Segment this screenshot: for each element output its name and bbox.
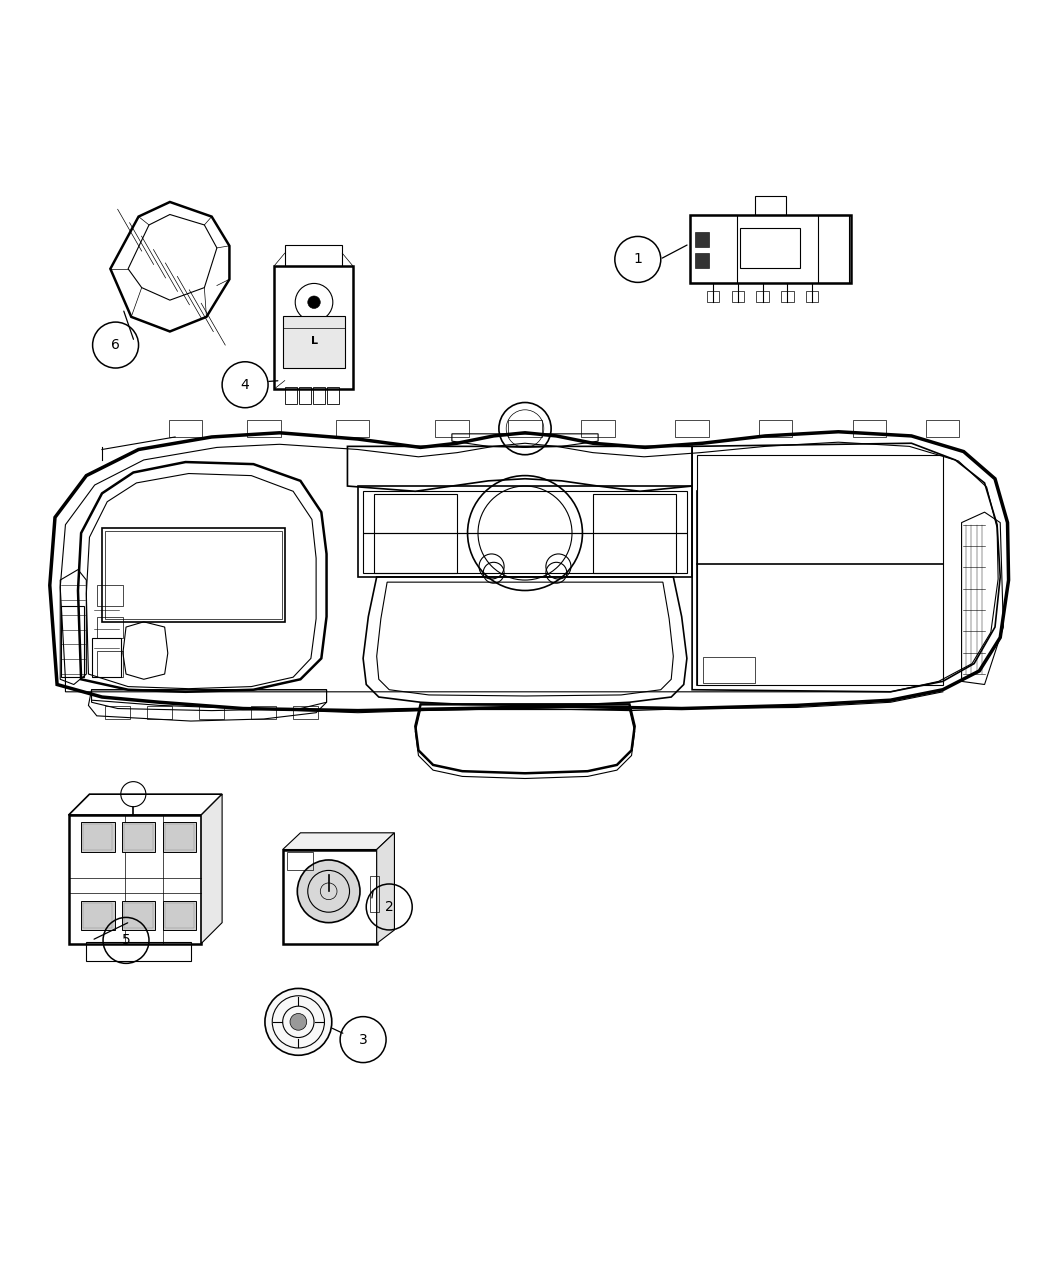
Bar bbox=[285, 386, 297, 404]
Bar bbox=[122, 822, 155, 852]
Bar bbox=[282, 849, 377, 944]
Bar bbox=[251, 706, 276, 719]
Bar bbox=[122, 900, 155, 929]
Bar bbox=[697, 455, 943, 685]
Bar bbox=[274, 265, 353, 389]
Bar bbox=[732, 291, 744, 302]
Bar bbox=[247, 421, 280, 437]
Text: L: L bbox=[311, 335, 317, 346]
Bar bbox=[165, 825, 194, 849]
Bar bbox=[739, 228, 800, 268]
Bar bbox=[83, 903, 112, 928]
Bar bbox=[81, 900, 114, 929]
Bar bbox=[169, 421, 203, 437]
Bar bbox=[124, 903, 153, 928]
Bar bbox=[86, 942, 191, 961]
Text: 2: 2 bbox=[385, 900, 394, 914]
Bar bbox=[690, 215, 852, 283]
Text: 5: 5 bbox=[122, 933, 130, 947]
Bar bbox=[287, 852, 313, 871]
Bar bbox=[435, 421, 468, 437]
Text: 1: 1 bbox=[633, 252, 643, 266]
Text: 3: 3 bbox=[359, 1033, 368, 1047]
Bar bbox=[61, 606, 84, 677]
Bar bbox=[163, 900, 196, 929]
Bar bbox=[695, 254, 710, 268]
Bar bbox=[102, 528, 285, 622]
Circle shape bbox=[297, 859, 360, 923]
Bar bbox=[285, 245, 342, 265]
Bar bbox=[702, 658, 755, 683]
Text: 6: 6 bbox=[111, 338, 120, 352]
Bar bbox=[336, 421, 370, 437]
Bar bbox=[582, 421, 615, 437]
Bar bbox=[675, 421, 709, 437]
Bar bbox=[806, 291, 819, 302]
Bar bbox=[147, 706, 172, 719]
Text: 4: 4 bbox=[240, 377, 250, 391]
Polygon shape bbox=[377, 833, 395, 944]
Bar bbox=[200, 706, 225, 719]
Bar bbox=[105, 530, 281, 618]
Bar bbox=[91, 638, 121, 677]
Bar bbox=[81, 822, 114, 852]
Bar bbox=[926, 421, 960, 437]
Polygon shape bbox=[282, 833, 395, 849]
Bar bbox=[97, 585, 123, 606]
Bar bbox=[313, 386, 326, 404]
Polygon shape bbox=[202, 794, 223, 944]
Bar bbox=[707, 291, 719, 302]
Bar bbox=[853, 421, 886, 437]
Bar bbox=[83, 825, 112, 849]
Bar bbox=[690, 215, 736, 283]
Bar bbox=[781, 291, 794, 302]
Bar bbox=[97, 617, 123, 638]
Bar bbox=[165, 903, 194, 928]
Bar bbox=[374, 495, 457, 572]
Bar bbox=[818, 215, 849, 283]
Bar bbox=[105, 706, 130, 719]
Bar bbox=[282, 316, 345, 368]
Bar bbox=[371, 876, 379, 912]
Bar bbox=[593, 495, 676, 572]
Bar bbox=[124, 825, 153, 849]
Bar bbox=[759, 421, 793, 437]
Bar bbox=[363, 533, 687, 572]
Bar bbox=[97, 652, 123, 677]
Circle shape bbox=[308, 296, 320, 309]
Bar bbox=[508, 421, 542, 437]
Bar bbox=[327, 386, 339, 404]
Bar bbox=[363, 491, 687, 533]
Bar bbox=[298, 386, 311, 404]
Bar bbox=[695, 232, 710, 247]
Circle shape bbox=[265, 988, 332, 1056]
Circle shape bbox=[290, 1014, 307, 1030]
Bar bbox=[756, 291, 769, 302]
Bar bbox=[163, 822, 196, 852]
Bar bbox=[755, 196, 786, 215]
Bar bbox=[293, 706, 318, 719]
